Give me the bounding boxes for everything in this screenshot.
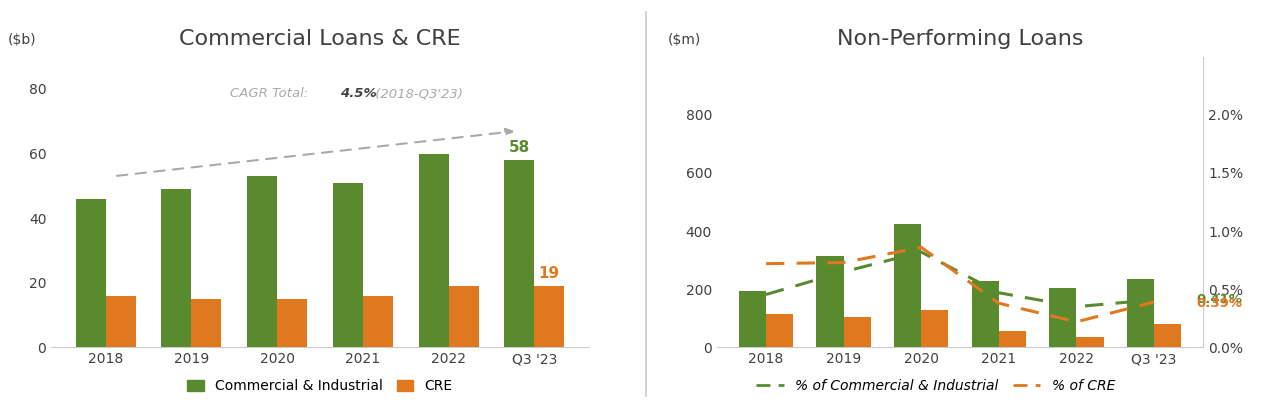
Bar: [765, 314, 794, 347]
Legend: % of Commercial & Industrial, % of CRE: % of Commercial & Industrial, % of CRE: [751, 374, 1120, 399]
Bar: [844, 317, 870, 347]
Text: 19: 19: [539, 266, 559, 281]
Bar: [893, 224, 922, 347]
Bar: [448, 286, 479, 347]
Text: 0.39%: 0.39%: [1197, 297, 1243, 310]
Bar: [998, 330, 1027, 347]
Bar: [192, 299, 221, 347]
Text: 4.5%: 4.5%: [339, 87, 376, 100]
Text: 0.41%: 0.41%: [1197, 292, 1243, 306]
Bar: [419, 154, 448, 347]
Bar: [504, 160, 534, 347]
Bar: [161, 189, 192, 347]
Bar: [247, 176, 278, 347]
Bar: [1076, 337, 1103, 347]
Bar: [362, 296, 393, 347]
Bar: [333, 183, 362, 347]
Bar: [817, 256, 844, 347]
Text: (2018-Q3'23): (2018-Q3'23): [371, 87, 463, 100]
Title: Commercial Loans & CRE: Commercial Loans & CRE: [179, 29, 461, 49]
Text: 58: 58: [508, 140, 530, 155]
Bar: [972, 280, 998, 347]
Bar: [1155, 324, 1181, 347]
Bar: [1050, 288, 1076, 347]
Text: ($b): ($b): [8, 33, 37, 47]
Text: ($m): ($m): [668, 33, 701, 47]
Text: CAGR Total:: CAGR Total:: [230, 87, 312, 100]
Title: Non-Performing Loans: Non-Performing Loans: [837, 29, 1083, 49]
Legend: Commercial & Industrial, CRE: Commercial & Industrial, CRE: [182, 374, 458, 399]
Bar: [1126, 279, 1155, 347]
Bar: [739, 291, 765, 347]
Bar: [278, 299, 307, 347]
Bar: [76, 199, 106, 347]
Bar: [106, 296, 136, 347]
Bar: [534, 286, 564, 347]
Bar: [922, 309, 948, 347]
